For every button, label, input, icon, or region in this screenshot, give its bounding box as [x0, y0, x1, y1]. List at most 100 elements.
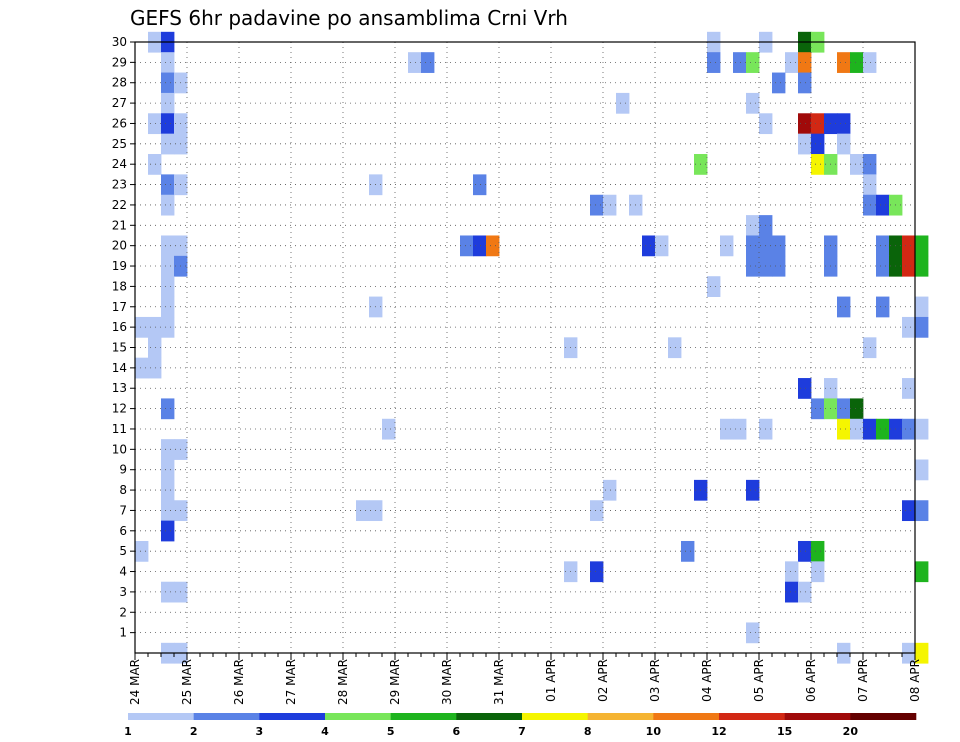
heatmap-cell	[746, 255, 760, 277]
heatmap-cell	[135, 316, 149, 338]
heatmap-cell	[772, 72, 786, 94]
heatmap-cell	[837, 113, 851, 135]
colorbar-swatch	[850, 713, 917, 720]
heatmap-cell	[785, 581, 799, 603]
heatmap-cell	[837, 296, 851, 318]
heatmap-cell	[161, 255, 175, 277]
colorbar-label: 12	[711, 725, 726, 738]
heatmap-cell	[811, 398, 825, 420]
heatmap-cell	[356, 500, 370, 522]
y-tick-label: 4	[119, 565, 127, 579]
colorbar-swatch	[587, 713, 654, 720]
colorbar-swatch	[719, 713, 785, 720]
colorbar-swatch	[522, 713, 588, 720]
heatmap-cell	[161, 479, 175, 501]
heatmap-cell	[837, 52, 851, 73]
x-tick-label: 02 APR	[596, 659, 610, 702]
heatmap-cell	[148, 316, 162, 338]
heatmap-cell	[785, 561, 799, 583]
y-tick-label: 25	[112, 137, 127, 151]
colorbar-label: 10	[646, 725, 662, 738]
heatmap-cell	[733, 52, 747, 73]
heatmap-cell	[772, 255, 786, 277]
x-tick-label: 05 APR	[752, 659, 766, 702]
x-tick-label: 07 APR	[856, 659, 870, 702]
heatmap-cell	[161, 113, 175, 135]
heatmap-cell	[382, 418, 396, 440]
heatmap-cell	[863, 154, 877, 175]
y-tick-label: 2	[119, 605, 127, 619]
heatmap-cell	[837, 133, 851, 155]
heatmap-cell	[590, 194, 604, 216]
y-tick-label: 10	[112, 442, 127, 456]
colorbar-label: 3	[256, 725, 264, 738]
heatmap-cell	[876, 235, 890, 257]
heatmap-cell	[915, 642, 929, 664]
heatmap-cell	[161, 296, 175, 318]
colorbar-swatch	[193, 713, 260, 720]
heatmap-cell	[486, 235, 500, 257]
heatmap-cell	[161, 398, 175, 420]
y-tick-label: 14	[112, 361, 127, 375]
y-tick-label: 29	[112, 55, 127, 69]
heatmap-cell	[798, 581, 812, 603]
heatmap-cell	[902, 255, 916, 277]
heatmap-cell	[902, 378, 916, 399]
x-tick-label: 28 MAR	[336, 659, 350, 705]
y-tick-label: 17	[112, 300, 127, 314]
heatmap-cell	[408, 52, 422, 73]
colorbar-swatch	[456, 713, 523, 720]
y-tick-label: 24	[112, 157, 127, 171]
colorbar: 1 2 3 4 5 6 7 8 10 12 15 20	[124, 713, 917, 738]
heatmap-cell	[850, 52, 864, 73]
grid-lines	[135, 42, 915, 653]
heatmap-cell	[161, 581, 175, 603]
heatmap-cell	[772, 235, 786, 257]
colorbar-label: 6	[453, 725, 461, 738]
y-tick-label: 12	[112, 402, 127, 416]
heatmap-cell	[460, 235, 474, 257]
heatmap-cell	[746, 92, 760, 114]
x-tick-label: 03 APR	[648, 659, 662, 702]
heatmap-cell	[798, 113, 812, 135]
heatmap-cell	[720, 235, 734, 257]
heatmap-cell	[746, 479, 760, 501]
heatmap-cell	[902, 418, 916, 440]
heatmap-cell	[811, 154, 825, 175]
colorbar-swatch	[390, 713, 457, 720]
heatmap-cell	[798, 72, 812, 94]
colorbar-swatch	[259, 713, 326, 720]
heatmap-cell	[148, 337, 162, 359]
heatmap-cell	[876, 255, 890, 277]
heatmap-cell	[811, 113, 825, 135]
heatmap-cell	[902, 316, 916, 338]
x-tick-label: 06 APR	[804, 659, 818, 702]
y-tick-label: 18	[112, 279, 127, 293]
heatmap-cell	[590, 500, 604, 522]
heatmap-cell	[915, 255, 929, 277]
heatmap-cell	[148, 154, 162, 175]
heatmap-cell	[161, 174, 175, 196]
y-tick-label: 27	[112, 96, 127, 110]
heatmap-cell	[668, 337, 682, 359]
x-axis: 24 MAR 25 MAR 26 MAR 27 MAR 28 MAR 29 MAR 30 M…	[128, 653, 922, 705]
heatmap-cell	[798, 52, 812, 73]
heatmap-cell	[161, 500, 175, 522]
heatmap-cell	[161, 194, 175, 216]
x-tick-label: 08 APR	[908, 659, 922, 702]
heatmap-cell	[902, 235, 916, 257]
heatmap-cell	[603, 479, 617, 501]
heatmap-cell	[135, 540, 149, 562]
colorbar-label: 8	[584, 725, 592, 738]
heatmap-cell	[161, 520, 175, 542]
heatmap-cell	[785, 52, 799, 73]
y-tick-label: 8	[119, 483, 127, 497]
y-tick-label: 3	[119, 585, 127, 599]
heatmap-cell	[915, 316, 929, 338]
heatmap-cell	[798, 378, 812, 399]
heatmap-cell	[421, 52, 435, 73]
heatmap-cell	[616, 92, 630, 114]
heatmap-cells	[135, 31, 929, 664]
heatmap-cell	[915, 561, 929, 583]
